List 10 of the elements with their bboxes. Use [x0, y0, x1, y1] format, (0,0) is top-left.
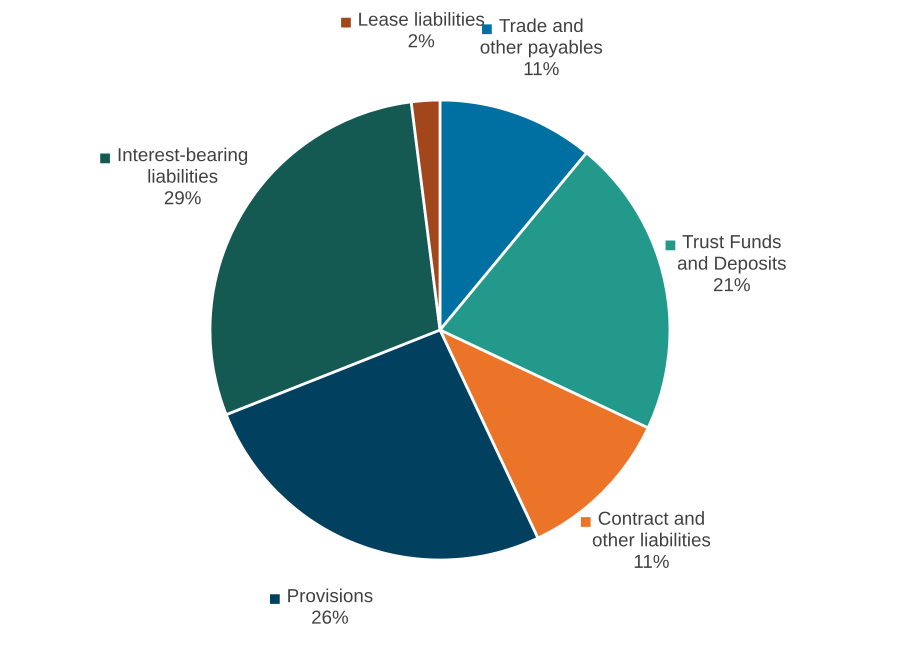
data-label: 11%	[524, 62, 559, 76]
data-label: 26%	[312, 610, 348, 624]
data-label: 11%	[634, 554, 669, 568]
data-label: 21%	[714, 278, 750, 292]
data-label: 2%	[408, 34, 434, 48]
legend-label: Trust Funds and Deposits	[678, 234, 786, 274]
legend-label: Contract and other liabilities	[592, 511, 710, 546]
legend-label: Provisions	[288, 588, 372, 602]
data-label: 29%	[164, 191, 201, 204]
legend-label: Interest-bearing liabilities	[118, 148, 248, 183]
